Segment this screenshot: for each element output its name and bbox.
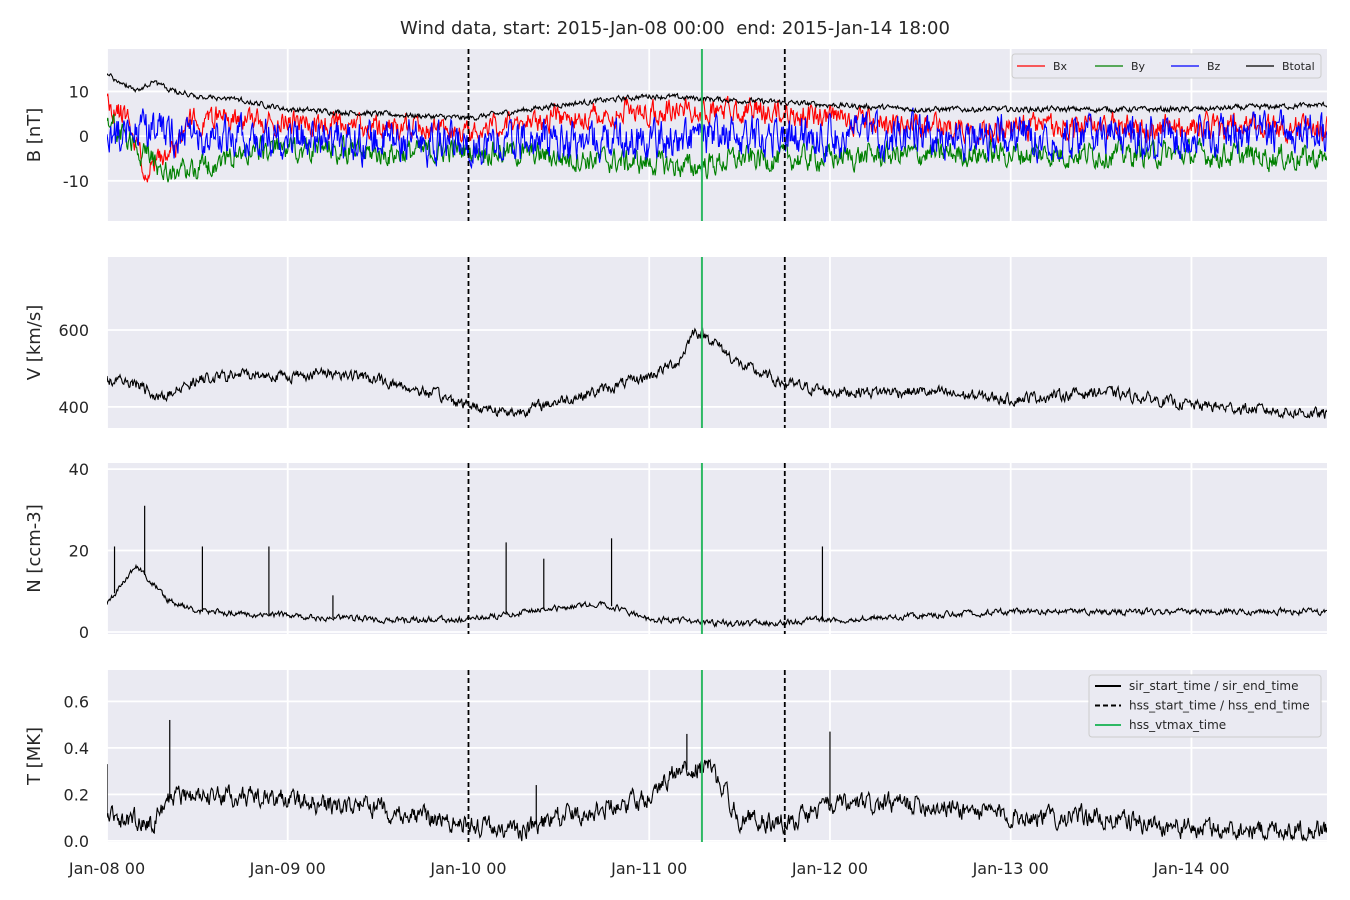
x-tick-label: Jan-13 00 [972,859,1049,878]
legend-frame [1011,53,1322,79]
chart-title: Wind data, start: 2015-Jan-08 00:00 end:… [400,18,950,39]
x-tick-label: Jan-09 00 [249,859,326,878]
y-tick-label: -10 [63,172,89,191]
panel-v: 400 600 V [km/s] [24,257,1327,428]
legend-frame [1088,674,1322,738]
series-group [107,327,1327,420]
y-tick-label: 0 [79,623,89,642]
series-group [107,505,1327,628]
y-tick-label: 0.4 [64,739,89,758]
series-group [107,72,1327,183]
series-line-btotal [107,72,1327,122]
x-tick-label: Jan-08 00 [68,859,145,878]
y-tick-label: 20 [69,542,89,561]
series-line-bz [107,107,1327,170]
legend-label: By [1131,60,1146,73]
series-line-v [107,327,1327,420]
legend-label: Btotal [1282,60,1315,73]
legend-label: hss_start_time / hss_end_time [1129,699,1310,713]
y-tick-label: 40 [69,460,89,479]
y-tick-label: 0.0 [64,832,89,851]
b-legend: Bx By Bz Btotal [1011,53,1322,79]
y-axis-label: V [km/s] [24,305,45,380]
panel-n: 0 20 40 N [ccm-3] [24,460,1327,642]
y-tick-label: 400 [58,398,89,417]
plot-area [107,463,1327,634]
x-tick-label: Jan-14 00 [1152,859,1229,878]
series-line-n [107,563,1327,628]
x-tick-label: Jan-10 00 [429,859,506,878]
y-tick-label: 0.2 [64,785,89,804]
y-axis-label: T [MK] [24,727,45,786]
legend-label: Bx [1053,60,1068,73]
x-tick-label: Jan-12 00 [791,859,868,878]
y-tick-label: 10 [69,82,89,101]
y-tick-label: 0.6 [64,692,89,711]
series-line-by [107,113,1327,183]
y-axis-label: N [ccm-3] [24,504,45,593]
panel-b: -10 0 10 B [nT] Bx By Bz Btotal [24,49,1327,221]
series-line-t [107,758,1327,842]
y-axis-label: B [nT] [24,108,45,163]
marker-legend: sir_start_time / sir_end_time hss_start_t… [1088,674,1322,738]
y-tick-label: 0 [79,127,89,146]
legend-label: hss_vtmax_time [1129,718,1226,732]
legend-label: sir_start_time / sir_end_time [1129,679,1299,693]
y-tick-label: 600 [58,321,89,340]
legend-label: Bz [1207,60,1221,73]
x-tick-label: Jan-11 00 [610,859,687,878]
